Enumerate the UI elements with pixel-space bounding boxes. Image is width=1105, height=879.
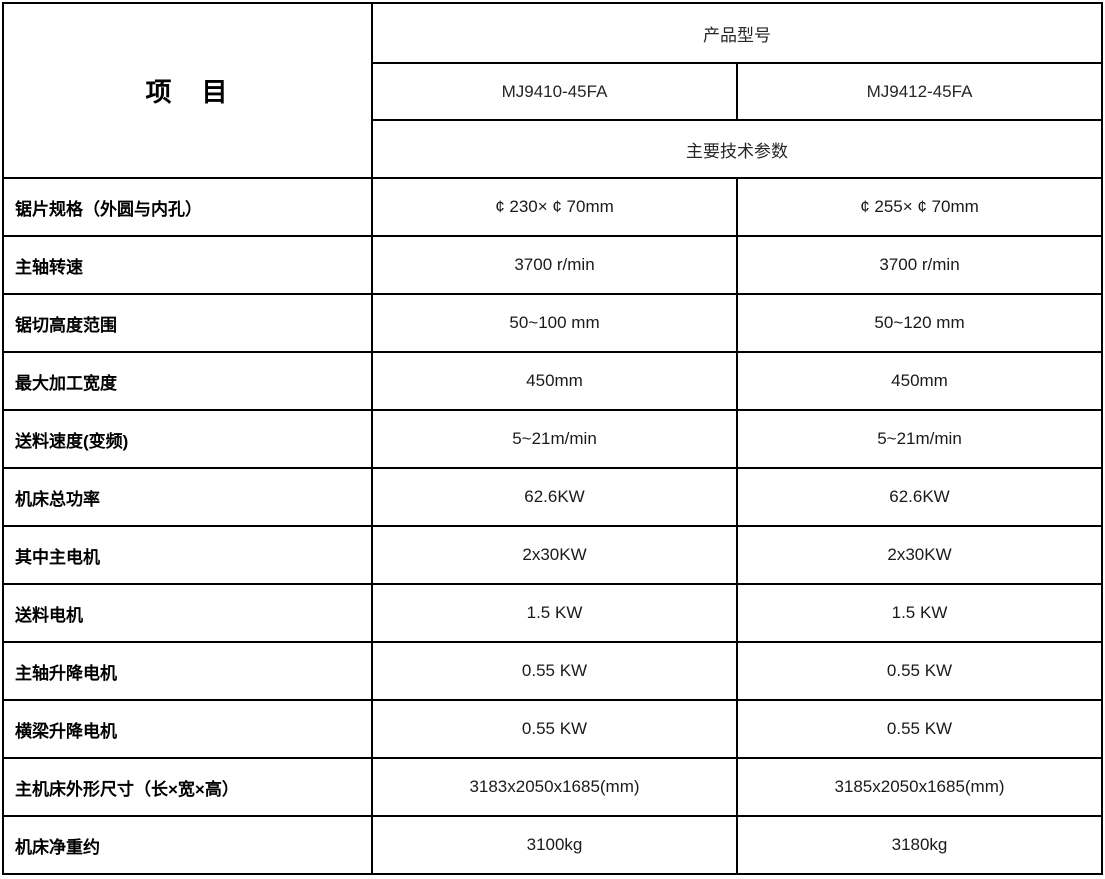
table-row-feed-speed: 送料速度(变频) 5~21m/min 5~21m/min — [2, 409, 1103, 469]
spec-value-cell: 5~21m/min — [736, 409, 1103, 469]
spec-value-cell: 5~21m/min — [371, 409, 738, 469]
spec-row-label: 锯切高度范围 — [2, 293, 373, 353]
spec-value-cell: 3700 r/min — [736, 235, 1103, 295]
table-row-spindle-speed: 主轴转速 3700 r/min 3700 r/min — [2, 235, 1103, 295]
header-row-product-model: 项 目 产品型号 — [2, 2, 1103, 179]
spec-value-cell: 62.6KW — [736, 467, 1103, 527]
spec-row-label: 锯片规格（外圆与内孔） — [2, 177, 373, 237]
spec-row-label: 机床净重约 — [2, 815, 373, 875]
spec-value-cell: 450mm — [371, 351, 738, 411]
spec-row-label: 主机床外形尺寸（长×宽×高） — [2, 757, 373, 817]
spec-value-cell: ¢ 255× ¢ 70mm — [736, 177, 1103, 237]
spec-value-cell: 50~120 mm — [736, 293, 1103, 353]
spec-value-cell: 2x30KW — [736, 525, 1103, 585]
spec-value-cell: 3700 r/min — [371, 235, 738, 295]
spec-row-label: 送料速度(变频) — [2, 409, 373, 469]
spec-row-label: 主轴转速 — [2, 235, 373, 295]
table-row-beam-lift-motor: 横梁升降电机 0.55 KW 0.55 KW — [2, 699, 1103, 759]
spec-value-cell: ¢ 230× ¢ 70mm — [371, 177, 738, 237]
spec-value-cell: 0.55 KW — [736, 699, 1103, 759]
spec-value-cell: 2x30KW — [371, 525, 738, 585]
spec-value-cell: 3183x2050x1685(mm) — [371, 757, 738, 817]
table-row-feed-motor: 送料电机 1.5 KW 1.5 KW — [2, 583, 1103, 643]
header-row-params: 主要技术参数 — [3, 119, 1103, 179]
spec-value-cell: 0.55 KW — [371, 699, 738, 759]
header-row-models: MJ9410-45FA MJ9412-45FA — [3, 62, 1103, 121]
spec-row-label: 其中主电机 — [2, 525, 373, 585]
items-header: 项 目 — [2, 2, 373, 179]
spec-value-cell: 3100kg — [371, 815, 738, 875]
spec-row-label: 送料电机 — [2, 583, 373, 643]
table-row-blade-spec: 锯片规格（外圆与内孔） ¢ 230× ¢ 70mm ¢ 255× ¢ 70mm — [2, 177, 1103, 237]
params-header: 主要技术参数 — [371, 119, 1103, 179]
product-model-header: 产品型号 — [371, 2, 1103, 64]
spec-row-label: 横梁升降电机 — [2, 699, 373, 759]
spec-value-cell: 450mm — [736, 351, 1103, 411]
spec-value-cell: 50~100 mm — [371, 293, 738, 353]
spec-row-label: 最大加工宽度 — [2, 351, 373, 411]
model-name-right: MJ9412-45FA — [736, 62, 1103, 121]
spec-value-cell: 0.55 KW — [736, 641, 1103, 701]
table-row-machine-dimensions: 主机床外形尺寸（长×宽×高） 3183x2050x1685(mm) 3185x2… — [2, 757, 1103, 817]
table-row-cutting-height: 锯切高度范围 50~100 mm 50~120 mm — [2, 293, 1103, 353]
table-row-main-motor: 其中主电机 2x30KW 2x30KW — [2, 525, 1103, 585]
spec-value-cell: 3180kg — [736, 815, 1103, 875]
spec-row-label: 机床总功率 — [2, 467, 373, 527]
spec-value-cell: 1.5 KW — [371, 583, 738, 643]
spec-value-cell: 0.55 KW — [371, 641, 738, 701]
table-row-spindle-lift-motor: 主轴升降电机 0.55 KW 0.55 KW — [2, 641, 1103, 701]
table-row-max-width: 最大加工宽度 450mm 450mm — [2, 351, 1103, 411]
table-row-total-power: 机床总功率 62.6KW 62.6KW — [2, 467, 1103, 527]
table-row-net-weight: 机床净重约 3100kg 3180kg — [2, 815, 1103, 875]
spec-value-cell: 62.6KW — [371, 467, 738, 527]
spec-value-cell: 3185x2050x1685(mm) — [736, 757, 1103, 817]
model-name-left: MJ9410-45FA — [371, 62, 738, 121]
spec-row-label: 主轴升降电机 — [2, 641, 373, 701]
spec-value-cell: 1.5 KW — [736, 583, 1103, 643]
